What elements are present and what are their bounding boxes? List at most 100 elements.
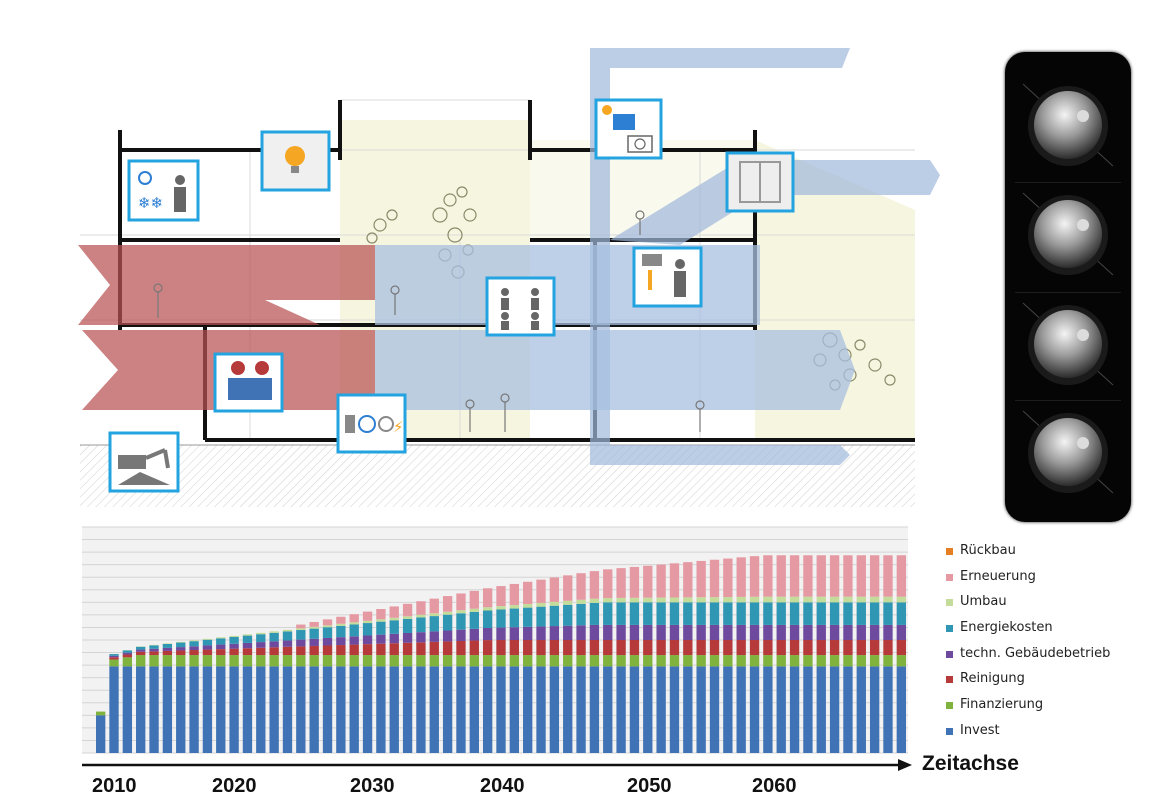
cost-stacked-bar-chart [82,526,908,754]
bar-segment-energiekosten [883,602,893,625]
bar-segment-energiekosten [216,638,226,645]
bar-segment-erneuerung [576,573,586,600]
bar-segment-umbau [362,620,373,624]
bar-segment-invest [616,666,626,753]
bar-segment-reinigung [656,640,666,656]
bar-segment-energiekosten [616,602,626,625]
bar-segment-energiekosten [349,624,359,637]
bar-segment-finanzierung [202,655,213,667]
bar-segment-techn-gebäudebetrieb [869,624,880,640]
bar-segment-techn-gebäudebetrieb [643,624,653,640]
bar-segment-techn-gebäudebetrieb [349,636,359,645]
bar-segment-techn-gebäudebetrieb [482,628,493,641]
bar-segment-techn-gebäudebetrieb [242,642,253,649]
bar-segment-techn-gebäudebetrieb [803,624,813,640]
knob-control-panel [1005,52,1131,522]
bar-segment-erneuerung [309,621,319,627]
legend-item-invest: Invest [946,723,1151,749]
bar-segment-finanzierung [216,655,226,667]
bar-segment-techn-gebäudebetrieb [829,624,840,640]
bar-segment-umbau [536,602,546,607]
bar-segment-invest [496,666,506,753]
bar-segment-techn-gebäudebetrieb [603,624,613,640]
bar-segment-techn-gebäudebetrieb [563,625,573,640]
bar-segment-invest [482,666,493,753]
bar-segment-reinigung [563,640,573,656]
bar-segment-reinigung [429,641,439,656]
bar-segment-reinigung [616,640,626,656]
bar-segment-finanzierung [349,655,359,667]
bar-segment-finanzierung [723,655,733,667]
bar-segment-invest [349,666,359,753]
bar-segment-umbau [723,597,733,603]
bar-segment-umbau [829,596,840,603]
bar-segment-finanzierung [336,655,346,667]
bar-segment-erneuerung [709,559,720,598]
bar-segment-reinigung [883,640,893,656]
bar-segment-invest [896,666,906,753]
bar-segment-invest [149,666,159,753]
bar-segment-invest [109,666,119,753]
bar-segment-energiekosten [242,635,253,643]
bar-segment-erneuerung [442,596,453,612]
blue-arrow-lower [375,330,855,410]
bar-segment-energiekosten [269,632,279,642]
bar-segment-umbau [162,643,173,644]
bar-segment-erneuerung [549,577,560,602]
knob-4[interactable] [1015,400,1121,501]
bar-segment-techn-gebäudebetrieb [176,647,186,651]
bar-segment-invest [523,666,533,753]
bar-segment-finanzierung [629,655,640,667]
bar-segment-invest [216,666,226,753]
bar-segment-invest [389,666,399,753]
bar-segment-reinigung [349,644,359,656]
knob-2[interactable] [1015,182,1121,283]
bar-segment-energiekosten [189,641,199,647]
bar-segment-invest [883,666,893,753]
bar-segment-reinigung [229,648,239,656]
bar-segment-reinigung [482,640,493,656]
bar-segment-techn-gebäudebetrieb [202,645,213,650]
bar-segment-reinigung [576,640,586,656]
bar-segment-finanzierung [656,655,666,667]
bar-segment-erneuerung [736,557,746,597]
bar-segment-erneuerung [749,556,760,597]
bar-segment-techn-gebäudebetrieb [229,643,239,649]
bar-segment-invest [643,666,653,753]
knob-1[interactable] [1015,74,1121,174]
bar-segment-erneuerung [883,555,893,597]
bar-segment-reinigung [723,640,733,656]
bar-segment-techn-gebäudebetrieb [376,634,386,644]
bar-segment-umbau [322,625,333,628]
bar-segment-energiekosten [202,639,213,646]
bar-segment-energiekosten [563,604,573,626]
bar-segment-reinigung [763,640,773,656]
chart-legend: Rückbau Erneuerung Umbau Energiekosten t… [946,543,1151,749]
legend-item-reinigung: Reinigung [946,671,1151,697]
bar-segment-erneuerung [376,609,386,620]
bar-segment-reinigung [803,640,813,656]
bar-segment-finanzierung [469,655,479,667]
bar-segment-umbau [603,598,613,603]
bar-segment-energiekosten [109,654,119,656]
bar-segment-techn-gebäudebetrieb [656,624,666,640]
bar-segment-umbau [456,610,466,614]
bar-segment-techn-gebäudebetrieb [523,626,533,640]
bar-segment-energiekosten [256,634,266,643]
bar-segment-finanzierung [296,655,306,667]
year-labels: 2010 2020 2030 2040 2050 2060 [0,770,1157,810]
bar-segment-techn-gebäudebetrieb [362,635,373,645]
knob-3[interactable] [1015,292,1121,393]
bar-segment-umbau [176,641,186,643]
bar-segment-energiekosten [429,616,439,632]
bar-segment-reinigung [816,640,826,656]
bar-segment-reinigung [829,640,840,656]
bar-segment-reinigung [162,650,173,656]
bar-segment-umbau [563,600,573,605]
bar-segment-erneuerung [402,603,413,617]
bar-segment-energiekosten [149,645,159,649]
bar-segment-invest [749,666,760,753]
bar-segment-techn-gebäudebetrieb [442,630,453,642]
bar-segment-techn-gebäudebetrieb [883,624,893,640]
bar-segment-energiekosten [749,602,760,625]
